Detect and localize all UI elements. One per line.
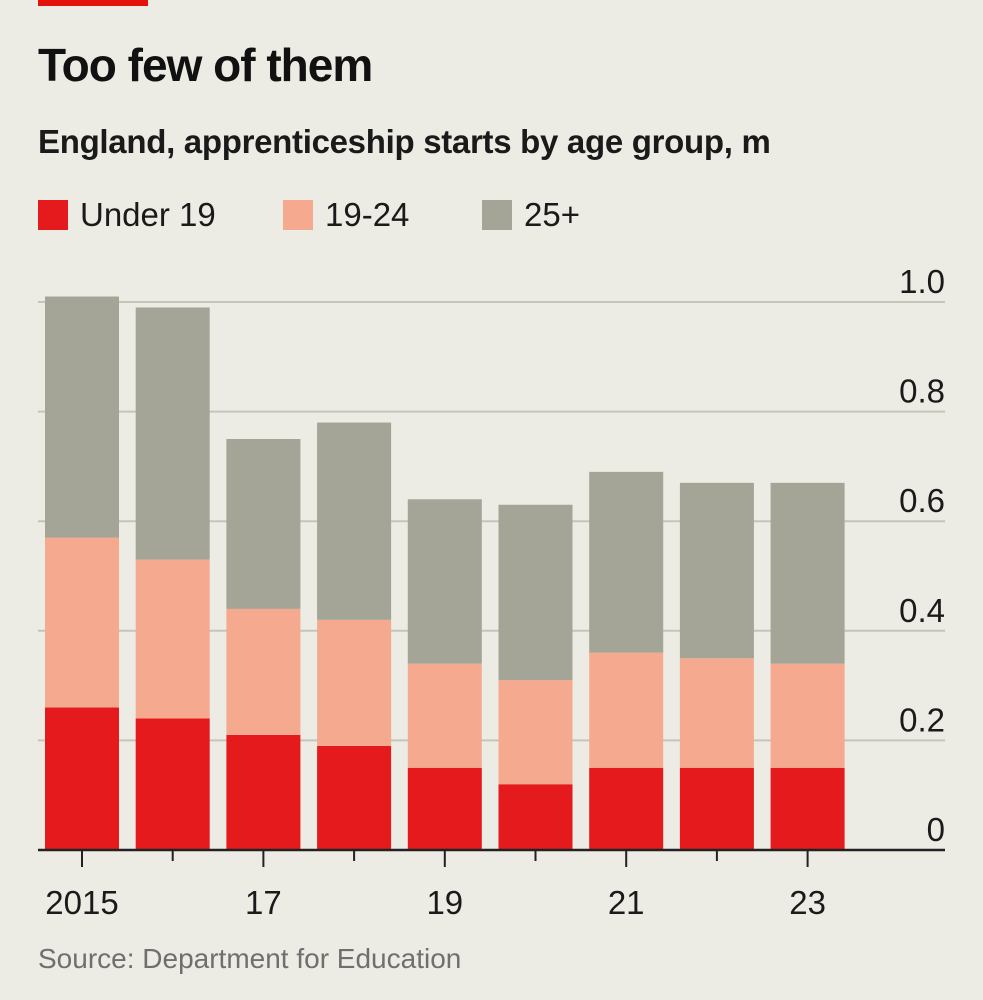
bar-2015-25-	[45, 296, 119, 538]
bar-2020-25-	[498, 504, 573, 681]
brand-accent-bar	[38, 0, 148, 6]
bar-2022-19-24	[679, 658, 754, 768]
y-tick-label-0.8: 0.8	[899, 373, 945, 410]
bar-2015-under-19	[45, 707, 119, 850]
bar-2017-under-19	[226, 734, 301, 850]
legend-item-25-plus: 25+	[482, 196, 580, 234]
bar-2021-19-24	[589, 652, 664, 768]
bar-2023-under-19	[770, 767, 845, 850]
bar-2016-19-24	[135, 559, 210, 719]
bar-2022-25-	[679, 482, 754, 659]
y-tick-label-1.0: 1.0	[899, 263, 945, 300]
x-tick-label-17: 17	[245, 884, 282, 921]
legend-label-19-24: 19-24	[325, 196, 410, 233]
bar-2017-25-	[226, 439, 301, 609]
x-tick-label-23: 23	[789, 884, 826, 921]
legend-swatch-under-19	[38, 200, 68, 230]
bar-2018-under-19	[317, 745, 392, 850]
y-tick-label-0.6: 0.6	[899, 482, 945, 519]
y-tick-label-0: 0	[927, 811, 945, 848]
bar-2018-19-24	[317, 619, 392, 746]
bar-2016-under-19	[135, 718, 210, 850]
bar-2018-25-	[317, 422, 392, 620]
source-note: Source: Department for Education	[38, 943, 462, 974]
bar-2019-under-19	[407, 767, 482, 850]
bar-2019-19-24	[407, 663, 482, 768]
legend-swatch-25-plus	[482, 200, 512, 230]
chart-title: Too few of them	[38, 39, 373, 91]
bar-2015-19-24	[45, 537, 119, 708]
bar-2017-19-24	[226, 608, 301, 735]
bar-2019-25-	[407, 499, 482, 664]
bar-2021-under-19	[589, 767, 664, 850]
x-tick-label-21: 21	[608, 884, 645, 921]
x-tick-label-2015: 2015	[45, 884, 118, 921]
chart-subtitle: England, apprenticeship starts by age gr…	[38, 123, 771, 160]
legend-item-19-24: 19-24	[283, 196, 409, 234]
bar-2020-under-19	[498, 784, 573, 850]
legend-label-under-19: Under 19	[80, 196, 216, 233]
y-tick-label-0.4: 0.4	[899, 592, 945, 629]
legend-label-25-plus: 25+	[524, 196, 580, 233]
bar-2020-19-24	[498, 680, 573, 785]
x-tick-label-19: 19	[426, 884, 463, 921]
legend-item-under-19: Under 19	[38, 196, 216, 234]
bar-2023-25-	[770, 482, 845, 664]
legend-swatch-19-24	[283, 200, 313, 230]
bar-2021-25-	[589, 471, 664, 653]
bar-2022-under-19	[679, 767, 754, 850]
bar-2016-25-	[135, 307, 210, 560]
y-tick-label-0.2: 0.2	[899, 701, 945, 738]
bar-2023-19-24	[770, 663, 845, 768]
